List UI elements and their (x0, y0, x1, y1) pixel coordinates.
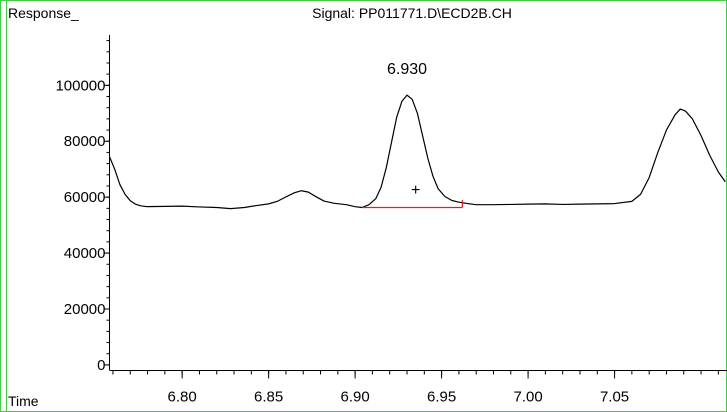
x-tick-label: 6.90 (341, 389, 370, 406)
y-tick-label: 0 (97, 357, 105, 374)
y-tick-label: 20000 (64, 301, 106, 318)
signal-trace (108, 94, 726, 210)
y-tick-label: 100000 (55, 77, 105, 94)
peak-label: 6.930 (387, 61, 427, 78)
plot-area: 6.930 + (108, 61, 726, 210)
y-tick-label: 40000 (64, 245, 106, 262)
peak-marker: + (411, 182, 420, 199)
x-tick-label: 6.95 (427, 389, 456, 406)
y-tick-label: 80000 (64, 133, 106, 150)
y-axis-label: Response_ (8, 5, 79, 21)
x-tick-label: 7.00 (513, 389, 542, 406)
x-axis-ticks: 6.80 6.85 6.90 6.95 7.00 7.05 (112, 370, 719, 406)
x-axis-label: Time (8, 393, 39, 409)
x-tick-label: 6.80 (168, 389, 197, 406)
y-axis-ticks: 0 20000 40000 60000 80000 100000 (55, 40, 110, 374)
x-tick-label: 6.85 (254, 389, 283, 406)
chart-title: Signal: PP011771.D\ECD2B.CH (312, 5, 512, 21)
y-tick-label: 60000 (64, 189, 106, 206)
x-tick-label: 7.05 (600, 389, 629, 406)
